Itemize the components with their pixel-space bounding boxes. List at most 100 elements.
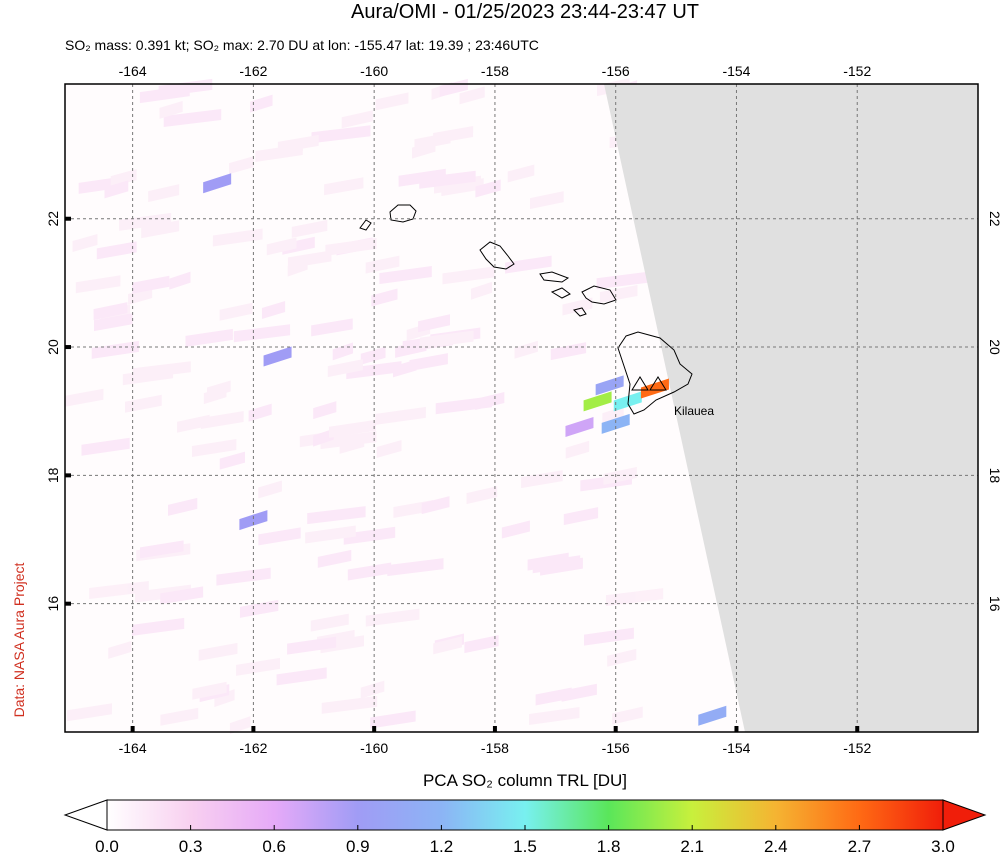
noise-stripe (514, 340, 538, 359)
noise-stripe (607, 648, 637, 667)
noise-stripe (258, 480, 282, 499)
noise-stripe (459, 86, 485, 105)
noise-stripe (258, 527, 301, 546)
noise-stripe (160, 586, 204, 605)
noise-stripe (375, 92, 409, 111)
noise-stripe (191, 438, 237, 457)
x-tick-label: -162 (239, 740, 267, 756)
axes: -164 -164 -162 -162 -160 -160 -158 -158 -156 -156… (45, 63, 1003, 756)
noise-stripe (529, 191, 564, 210)
noise-stripe (313, 428, 334, 447)
noise-stripe (599, 284, 638, 303)
noise-stripe (72, 234, 98, 253)
y-tick-label-right: 16 (987, 596, 1003, 612)
noise-stripe (466, 486, 498, 505)
noise-stripe (122, 367, 174, 386)
noise-stripe (605, 588, 664, 607)
x-tick-label: -156 (602, 740, 630, 756)
noise-stripe (89, 580, 149, 599)
noise-stripe (602, 406, 624, 425)
colorbar-tick-label: 2.1 (680, 837, 704, 855)
noise-stripe (387, 558, 444, 577)
colorbar-tick-label: 0.0 (95, 837, 119, 855)
so2-pixel (203, 173, 232, 194)
y-tick-label: 22 (45, 211, 61, 227)
noise-stripe (282, 236, 315, 255)
noise-stripe (248, 403, 272, 422)
no-data-region (604, 84, 978, 732)
noise-stripe (93, 313, 133, 332)
noise-stripe (198, 642, 238, 661)
colorbar-tick-label: 2.4 (764, 837, 788, 855)
so2-pixel (263, 346, 292, 367)
noise-stripe (371, 288, 398, 307)
noise-stripe (521, 470, 563, 489)
noise-stripe (169, 271, 191, 290)
coastlines (359, 204, 693, 415)
noise-stripe (131, 617, 185, 636)
noise-stripe (347, 562, 392, 581)
noise-stripe (421, 496, 450, 515)
noise-stripe (192, 681, 227, 700)
x-tick-label-top: -158 (481, 63, 509, 79)
colorbar-tick-label: 1.8 (597, 837, 621, 855)
y-tick-label: 18 (45, 467, 61, 483)
colorbar-tick-label: 1.2 (430, 837, 454, 855)
x-tick-label: -158 (481, 740, 509, 756)
noise-stripe (365, 255, 400, 274)
noise-stripe (148, 184, 180, 203)
colorbar-under (63, 799, 108, 831)
noise-stripe (324, 177, 364, 196)
noise-stripe (91, 340, 139, 359)
noise-stripe (565, 440, 590, 459)
map-frame (64, 83, 979, 733)
noise-stripe (418, 314, 451, 333)
x-tick-label-top: -162 (239, 63, 267, 79)
noise-stripe (310, 613, 349, 632)
y-tick-label-right: 18 (987, 468, 1003, 484)
noise-stripe (124, 394, 162, 413)
y-tick-label-right: 22 (987, 211, 1003, 227)
noise-stripe (287, 250, 332, 269)
noise-stripe (229, 156, 254, 175)
noise-stripe (200, 411, 244, 430)
noise-stripe (185, 328, 233, 347)
noise-stripe (379, 266, 432, 285)
noise-stripe (317, 549, 352, 568)
x-tick-label-top: -164 (119, 63, 147, 79)
noise-stripe (276, 667, 327, 686)
noise-stripe (507, 164, 535, 183)
subtitle: SO₂ mass: 0.391 kt; SO₂ max: 2.70 DU at … (65, 37, 539, 53)
colorbar-tick-label: 3.0 (931, 837, 955, 855)
noise-stripe (464, 635, 499, 654)
noise-stripe (108, 640, 132, 659)
colorbar-tick-label: 0.6 (262, 837, 286, 855)
x-tick-label: -164 (119, 740, 147, 756)
x-tick-label: -160 (360, 740, 388, 756)
noise-stripe (160, 707, 199, 726)
noise-stripe (167, 497, 198, 516)
noise-stripe (419, 170, 476, 189)
noise-stripe (233, 324, 291, 343)
colorbar-tick-label: 2.7 (848, 837, 872, 855)
noise-stripe (255, 144, 303, 163)
noise-stripe (535, 687, 572, 706)
volcano-marker (649, 376, 667, 391)
noise-stripe (328, 419, 377, 438)
so2-pixel (583, 391, 612, 412)
noise-stripe (346, 361, 402, 380)
noise-stripe (311, 125, 371, 144)
noise-stripe (419, 330, 474, 349)
noise-stripe (360, 680, 385, 699)
noise-stripe (65, 388, 104, 407)
credit: Data: NASA Aura Project (11, 562, 27, 717)
noise-stripe (305, 525, 356, 544)
noise-stripe (141, 220, 180, 239)
noise-stripe (287, 636, 337, 655)
noise-stripe (110, 169, 137, 188)
noise-stripe (219, 302, 253, 321)
noise-stripe (93, 302, 128, 321)
noise-stripe (501, 520, 530, 539)
noise-stripe (411, 140, 436, 159)
